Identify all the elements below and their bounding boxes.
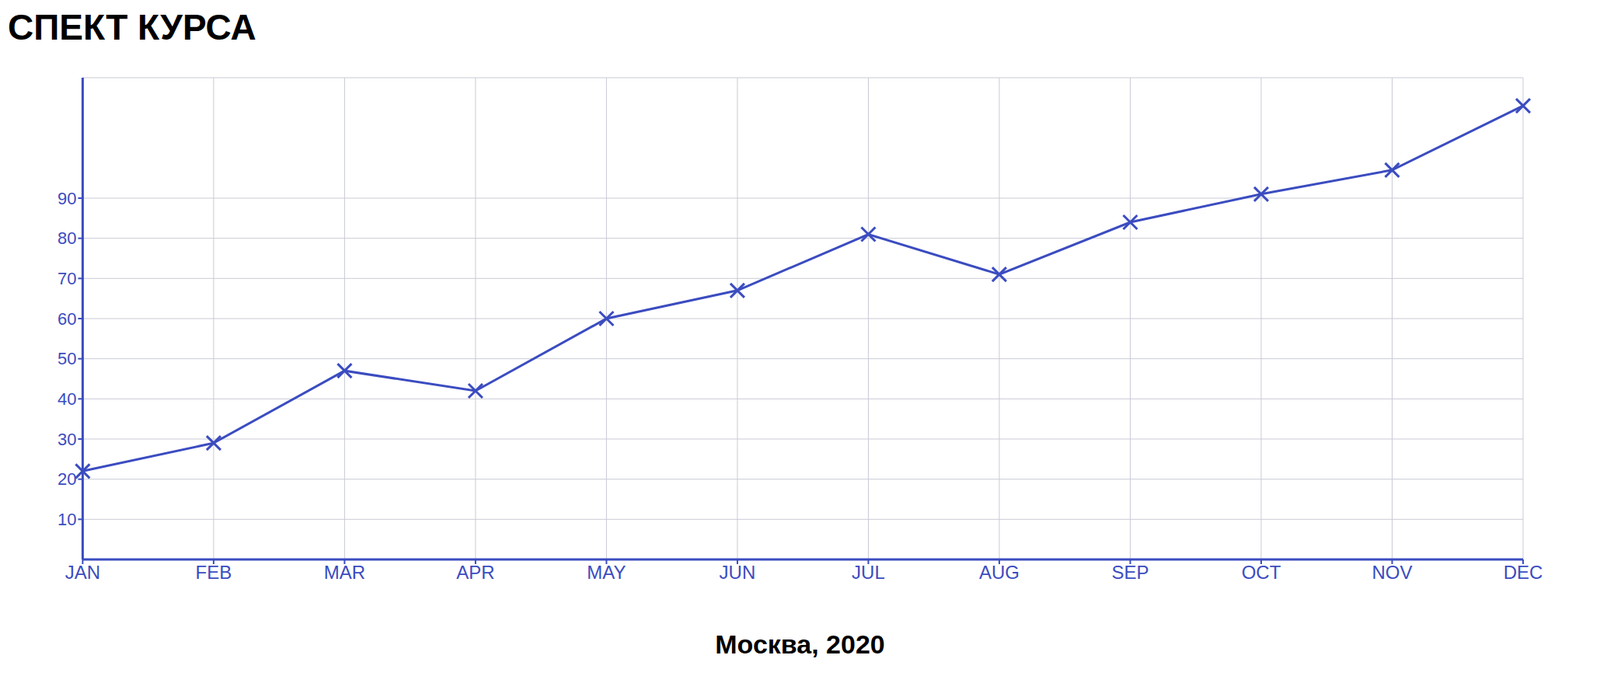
svg-text:SEP: SEP <box>1111 561 1149 583</box>
svg-text:10: 10 <box>57 509 77 530</box>
svg-text:APR: APR <box>456 561 495 583</box>
svg-text:OCT: OCT <box>1241 561 1282 583</box>
svg-text:30: 30 <box>57 429 77 450</box>
svg-text:20: 20 <box>57 469 77 489</box>
svg-text:50: 50 <box>57 348 77 369</box>
svg-text:MAR: MAR <box>324 561 366 583</box>
svg-text:NOV: NOV <box>1371 561 1412 583</box>
html-text:СПЕКТ КУРСА: СПЕКТ КУРСА <box>7 6 257 48</box>
svg-text:JUL: JUL <box>851 561 886 583</box>
svg-text:JUN: JUN <box>719 561 757 583</box>
svg-text:60: 60 <box>57 309 77 329</box>
svg-text:FEB: FEB <box>195 561 233 583</box>
svg-text:70: 70 <box>57 268 77 289</box>
svg-text:90: 90 <box>57 188 77 209</box>
svg-text:AUG: AUG <box>979 561 1020 583</box>
svg-text:MAY: MAY <box>586 561 626 583</box>
svg-text:DEC: DEC <box>1503 561 1544 583</box>
svg-text:40: 40 <box>57 389 77 409</box>
svg-text:JAN: JAN <box>65 561 101 583</box>
html-text:Москва, 2020: Москва, 2020 <box>715 629 885 659</box>
svg-text:80: 80 <box>57 228 77 248</box>
